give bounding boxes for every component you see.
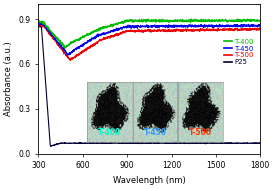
Y-axis label: Absorbance (a.u.): Absorbance (a.u.)	[4, 42, 13, 116]
Legend: T-400, T-450, T-500, P25: T-400, T-450, T-500, P25	[221, 36, 257, 68]
X-axis label: Wavelength (nm): Wavelength (nm)	[113, 176, 186, 185]
